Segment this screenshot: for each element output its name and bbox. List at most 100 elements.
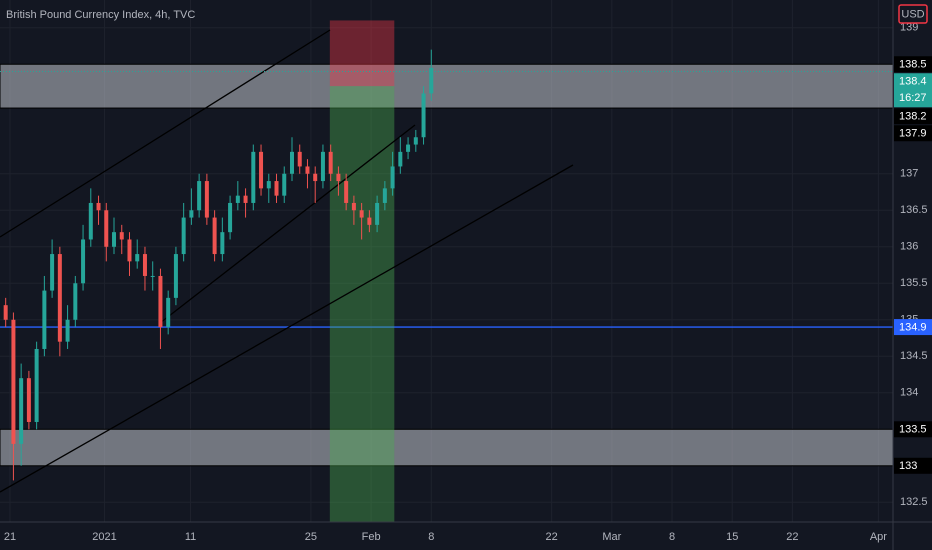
price-label: 138.2 [899, 111, 927, 123]
trend-line [159, 124, 416, 324]
candle-body [413, 137, 418, 145]
x-tick-label: Mar [602, 531, 621, 543]
candle-body [382, 188, 387, 203]
candle-body [406, 144, 411, 152]
x-tick-label: Feb [362, 531, 381, 543]
y-tick-label: 135.5 [900, 277, 928, 289]
candle-body [73, 283, 78, 320]
stop-zone [329, 20, 395, 87]
candle-body [251, 151, 256, 203]
candle-body [150, 275, 155, 277]
candle-body [50, 254, 55, 291]
price-label-box [894, 319, 932, 336]
y-tick-label: 137 [900, 168, 918, 180]
chart-title: British Pound Currency Index, 4h, TVC [6, 9, 195, 21]
x-tick-label: 22 [546, 531, 558, 543]
x-tick-label: 25 [305, 531, 317, 543]
price-label-box [894, 73, 932, 108]
candle-body [421, 93, 426, 138]
y-tick-label: 134.5 [900, 350, 928, 362]
target-zone [329, 86, 395, 522]
candle-body [26, 378, 31, 422]
y-tick-label: 132.5 [900, 496, 928, 508]
countdown: 16:27 [899, 92, 927, 104]
y-tick-label: 136 [900, 241, 918, 253]
candle-body [142, 254, 147, 276]
price-label-box [894, 108, 932, 125]
candle-body [173, 254, 178, 298]
candle-body [305, 166, 310, 174]
candle-body [320, 151, 325, 182]
candle-body [197, 181, 202, 211]
x-tick-label: 21 [4, 531, 16, 543]
x-tick-label: 2021 [92, 531, 116, 543]
candle-body [220, 232, 225, 255]
candle-body [34, 348, 39, 422]
price-label: 138.4 [899, 76, 927, 88]
candle-body [57, 254, 62, 342]
trend-lines [0, 29, 574, 493]
candle-body [3, 305, 8, 320]
candle-body [166, 297, 171, 328]
y-tick-label: 136.5 [900, 204, 928, 216]
trend-line [0, 164, 574, 493]
candle-body [313, 173, 318, 182]
candle-body [104, 210, 109, 247]
x-tick-label: 11 [185, 531, 196, 543]
candle-body [259, 151, 264, 189]
price-label-box [894, 421, 932, 438]
trend-line [0, 29, 331, 238]
candle-body [429, 67, 434, 94]
candle-body [11, 319, 16, 444]
candle-body [375, 202, 380, 225]
candle-body [289, 151, 294, 174]
candle-body [204, 181, 209, 218]
candle-body [328, 151, 333, 174]
candle-body [19, 378, 24, 444]
candle-body [88, 202, 93, 240]
candle-body [390, 166, 395, 189]
candle-body [235, 195, 240, 203]
zone [0, 428, 894, 467]
price-label-box [894, 125, 932, 142]
price-label: 133.5 [899, 424, 927, 436]
currency-button[interactable] [898, 4, 928, 24]
candle-body [367, 217, 372, 225]
y-tick-label: 134 [900, 387, 918, 399]
candle-body [274, 181, 279, 196]
candle-body [359, 210, 364, 218]
candle-body [297, 151, 302, 167]
x-tick-label: 8 [428, 531, 434, 543]
price-label: 137.9 [899, 128, 927, 140]
candle-body [96, 202, 101, 211]
currency[interactable]: USD [901, 8, 924, 20]
x-tick-label: 8 [669, 531, 675, 543]
candle-body [228, 202, 233, 233]
candle-body [351, 202, 356, 211]
price-label: 138.5 [899, 59, 927, 71]
candle-body [344, 181, 349, 203]
position-tool [329, 20, 395, 522]
candle-body [212, 217, 217, 255]
candle-body [266, 181, 271, 189]
price-label: 133 [899, 460, 917, 472]
candles [0, 49, 893, 481]
candle-body [336, 173, 341, 182]
price-label: 134.9 [899, 321, 927, 333]
zone [0, 63, 894, 109]
x-tick-label: Apr [870, 531, 887, 543]
x-tick-label: 15 [726, 531, 738, 543]
candle-body [158, 275, 163, 328]
price-label-box [894, 457, 932, 474]
candle-body [119, 232, 124, 240]
candle-body [135, 254, 140, 262]
x-tick-label: 22 [786, 531, 798, 543]
y-tick-label: 139 [900, 22, 918, 34]
candle-body [81, 239, 86, 284]
candle-body [181, 217, 186, 255]
candle-body [65, 319, 70, 342]
price-label-box [894, 56, 932, 73]
axis-labels: 132.5134134.5135135.5136136.513713921202… [4, 22, 932, 543]
candle-body [112, 232, 117, 247]
